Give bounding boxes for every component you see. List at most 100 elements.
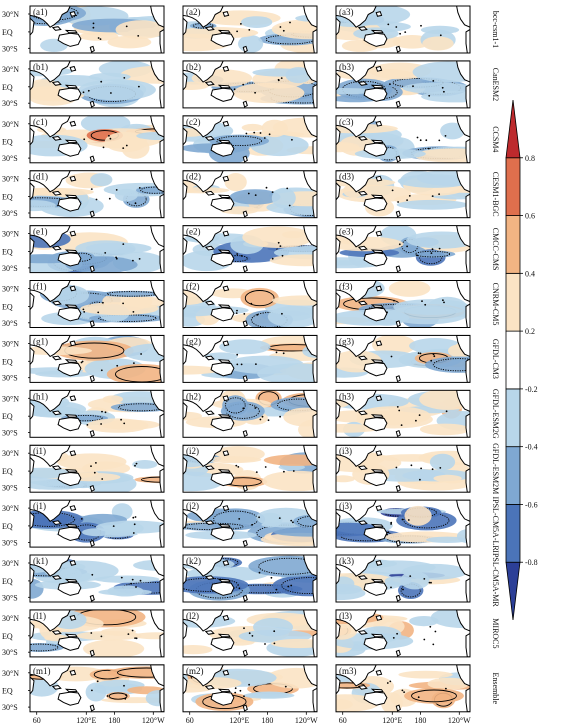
lon-tick-label: 60 — [186, 716, 194, 725]
map-panel-MIROC5-2: (l2) — [182, 609, 318, 658]
coastline — [30, 676, 35, 695]
coastline — [222, 65, 230, 72]
coastline — [357, 684, 368, 690]
coastline — [51, 355, 62, 361]
field-patch — [406, 231, 470, 249]
lat-tick-label: EQ — [2, 522, 13, 531]
coastline — [150, 115, 164, 138]
island — [278, 517, 281, 519]
panel-label: (c2) — [186, 117, 201, 127]
colorbar-segment — [505, 330, 521, 390]
colorbar-tick-label: -0.6 — [525, 500, 538, 509]
coastline — [64, 249, 78, 253]
lat-tick-label: EQ — [2, 83, 13, 92]
island — [416, 136, 419, 139]
island — [123, 684, 125, 687]
colorbar-segment — [505, 561, 521, 621]
island — [443, 301, 445, 304]
island — [415, 419, 417, 422]
panel-label: (m2) — [186, 666, 204, 676]
coastline — [222, 175, 230, 182]
coastline — [336, 335, 377, 358]
coastline — [30, 555, 71, 577]
coastline — [375, 120, 383, 127]
coastline — [312, 83, 317, 108]
coastline — [222, 120, 230, 127]
significance-contour — [414, 250, 451, 258]
coastline — [395, 100, 401, 108]
island — [283, 470, 285, 473]
coastline — [363, 526, 388, 542]
coastline — [363, 307, 388, 322]
island — [386, 682, 389, 684]
coastline — [456, 280, 470, 303]
field-patch — [224, 173, 247, 192]
island — [420, 467, 422, 470]
island — [240, 23, 242, 25]
coastline — [465, 687, 470, 712]
coastline — [57, 197, 82, 212]
coastline — [375, 395, 383, 402]
coastline — [217, 194, 231, 198]
panel-frame — [182, 664, 318, 713]
coastline — [159, 303, 164, 328]
lat-tick-label: 30°S — [2, 703, 18, 712]
island — [134, 202, 137, 205]
island — [290, 584, 293, 587]
panel-label: (l1) — [33, 611, 46, 621]
map-panel-bcc-csm1-1-1: (a1) — [29, 5, 165, 54]
field-patch — [261, 119, 288, 138]
coastline — [222, 450, 230, 457]
model-label: CanESM2 — [491, 68, 500, 101]
island — [134, 516, 137, 518]
lat-tick-label: 30°S — [2, 264, 18, 273]
coastline — [210, 32, 235, 47]
coastline — [242, 649, 248, 657]
field-patch — [274, 527, 317, 537]
island — [132, 259, 134, 262]
field-patch — [76, 631, 142, 641]
colorbar-segment — [505, 215, 521, 274]
coastline — [217, 84, 231, 89]
coastline — [336, 511, 341, 530]
field-patch — [132, 460, 158, 469]
island — [235, 312, 238, 314]
panel-label: (i2) — [186, 446, 199, 456]
coastline — [375, 285, 383, 292]
coastline — [183, 292, 188, 311]
coastline — [89, 100, 95, 108]
coastline — [183, 6, 224, 28]
field-patch — [412, 61, 470, 83]
coastline — [204, 630, 215, 635]
coastline — [242, 704, 248, 712]
field-patch — [336, 586, 366, 601]
coastline — [222, 669, 230, 676]
coastline — [456, 500, 470, 522]
field-patch — [419, 423, 470, 436]
island — [281, 254, 284, 257]
field-patch — [427, 677, 470, 690]
island — [400, 424, 403, 426]
island — [122, 243, 125, 246]
island — [255, 363, 257, 365]
field-patch — [30, 643, 64, 652]
coastline — [210, 307, 235, 322]
field-patch — [253, 617, 293, 637]
significance-contour — [224, 397, 246, 414]
island — [104, 252, 107, 254]
coastline — [64, 633, 78, 638]
coastline — [363, 142, 388, 157]
panel-label: (b1) — [33, 62, 48, 72]
field-patch — [145, 690, 164, 707]
map-panel-Ensemble-2: (m2) — [182, 664, 318, 713]
panel-frame — [29, 334, 165, 383]
coastline — [465, 248, 470, 273]
field-patch — [243, 692, 295, 699]
panel-frame — [335, 60, 471, 109]
island — [135, 462, 138, 465]
coastline — [30, 500, 71, 522]
field-patch — [106, 364, 164, 383]
panel-label: (k2) — [186, 556, 201, 566]
panel-frame — [29, 444, 165, 493]
coastline — [222, 340, 230, 347]
